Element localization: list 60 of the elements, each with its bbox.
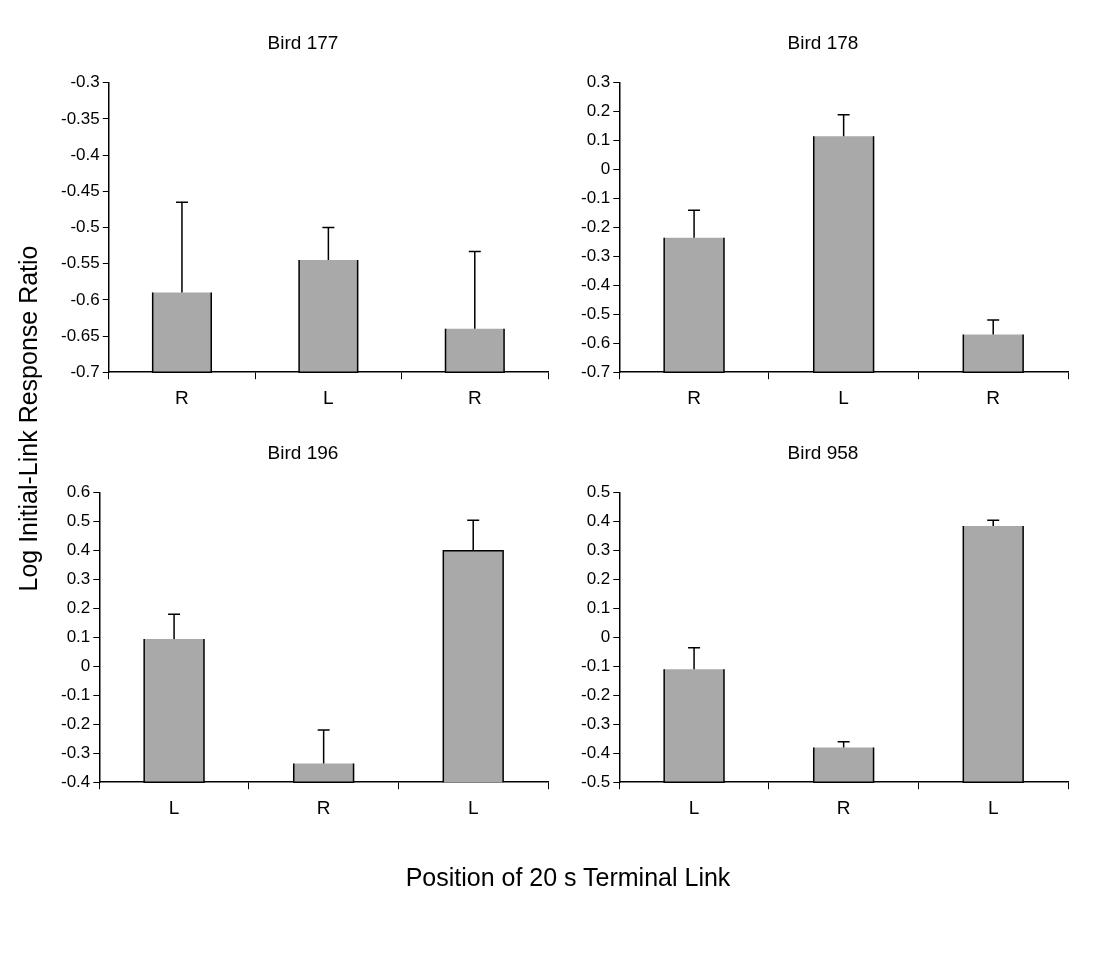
y-tick-label: -0.7 <box>70 361 100 381</box>
y-tick-label: -0.5 <box>70 217 100 237</box>
y-tick-label: 0.1 <box>66 627 91 647</box>
x-axis-title: Position of 20 s Terminal Link <box>404 863 732 892</box>
y-tick-label: -0.2 <box>61 714 91 734</box>
y-tick-label: 0 <box>600 159 611 179</box>
x-tick-label: L <box>688 796 700 818</box>
y-tick-label: 0.1 <box>586 598 611 618</box>
chart-title: Bird 177 <box>267 31 339 53</box>
y-tick-label: -0.1 <box>581 188 611 208</box>
x-tick-label: L <box>838 386 849 408</box>
y-tick-label: -0.4 <box>581 742 611 762</box>
x-tick-label: R <box>687 386 701 408</box>
chart-title: Bird 178 <box>787 31 859 53</box>
y-tick-label: -0.2 <box>581 685 611 705</box>
y-tick-label: -0.1 <box>581 656 611 676</box>
y-tick-label: 0.2 <box>586 101 611 121</box>
y-tick-label: 0.4 <box>586 511 611 531</box>
x-tick-label: R <box>836 796 851 818</box>
y-tick-label: 0.1 <box>586 130 611 150</box>
y-tick-label: 0.3 <box>586 72 611 92</box>
y-tick-label: 0.4 <box>66 540 91 560</box>
y-tick-label: 0 <box>80 656 91 676</box>
y-tick-label: -0.2 <box>581 217 611 237</box>
y-tick-label: -0.4 <box>581 275 611 295</box>
y-tick-label: 0.3 <box>586 540 611 560</box>
y-tick-label: -0.4 <box>70 144 100 164</box>
x-tick-label: R <box>316 796 331 818</box>
y-tick-label: -0.35 <box>61 108 100 128</box>
y-tick-label: 0.3 <box>66 569 91 589</box>
y-tick-label: -0.55 <box>61 253 100 273</box>
x-tick-label: R <box>467 386 482 408</box>
x-tick-label: L <box>987 796 999 818</box>
y-tick-label: -0.5 <box>581 771 611 791</box>
chart-title: Bird 958 <box>787 441 859 463</box>
x-tick-label: L <box>467 796 479 818</box>
y-tick-label: -0.5 <box>581 304 611 324</box>
y-axis-title: Log Initial-Link Response Ratio <box>13 244 43 592</box>
y-tick-label: -0.6 <box>581 332 611 352</box>
y-tick-label: -0.3 <box>581 246 611 266</box>
y-tick-label: -0.3 <box>61 742 91 762</box>
y-tick-label: -0.65 <box>61 325 100 345</box>
x-tick-label: R <box>175 386 189 408</box>
y-tick-label: -0.6 <box>70 289 100 309</box>
x-tick-label: L <box>168 796 180 818</box>
x-tick-label: R <box>986 386 1001 408</box>
y-tick-label: -0.7 <box>581 361 611 381</box>
x-tick-label: L <box>323 386 334 408</box>
y-tick-label: 0.2 <box>66 598 91 618</box>
y-tick-label: -0.3 <box>581 714 611 734</box>
y-tick-label: 0.6 <box>66 482 91 502</box>
y-tick-label: 0.2 <box>586 569 611 589</box>
y-tick-label: -0.4 <box>61 771 91 791</box>
y-tick-label: -0.1 <box>61 685 91 705</box>
chart-title: Bird 196 <box>267 441 339 463</box>
y-tick-label: -0.3 <box>70 72 100 92</box>
y-tick-label: 0.5 <box>586 482 611 502</box>
y-tick-label: 0 <box>600 627 611 647</box>
y-tick-label: 0.5 <box>66 511 91 531</box>
y-tick-label: -0.45 <box>61 181 100 201</box>
